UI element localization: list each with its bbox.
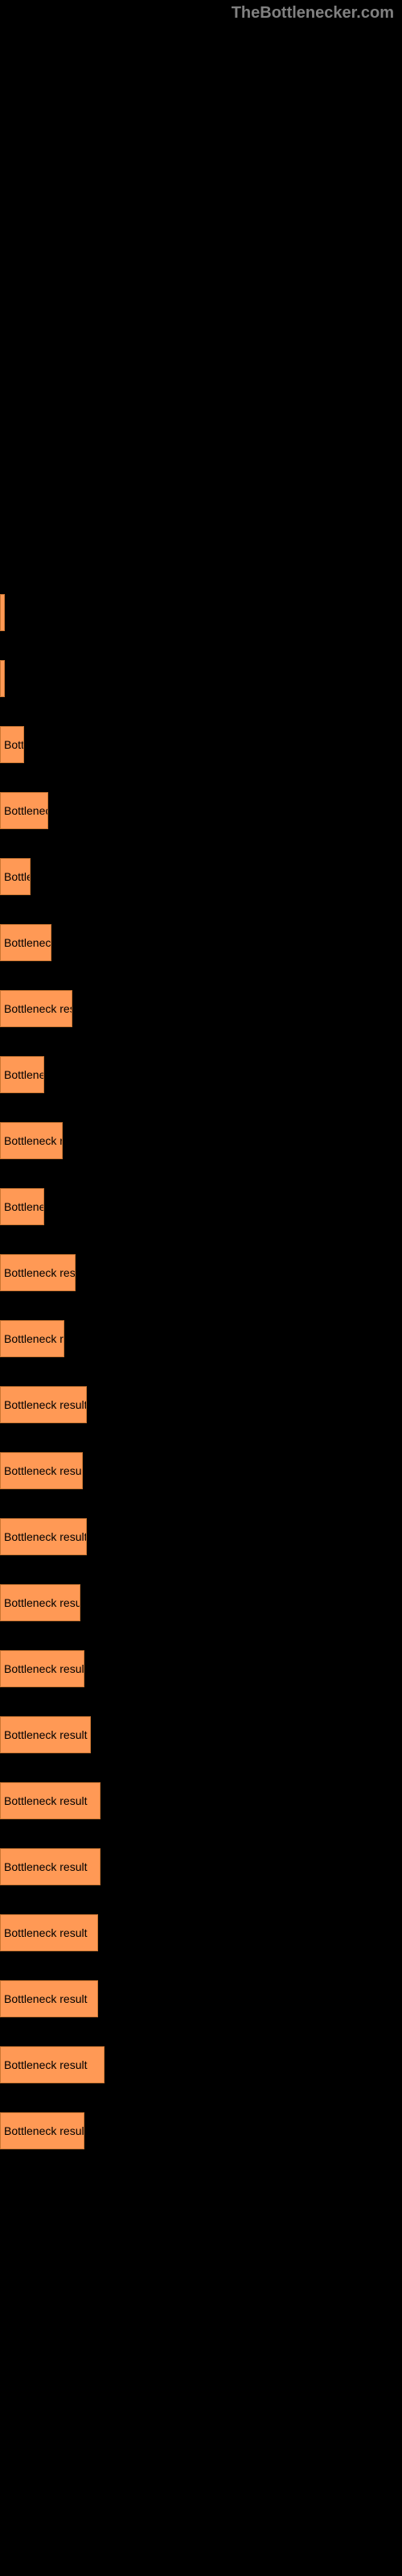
bar-label: Bottleneck result [4,2124,84,2137]
chart-bar: Bottlen [0,858,31,895]
bar-row: Bottleneck res [0,976,402,1042]
bar-label: Bottleneck result [4,1662,84,1675]
chart-bar: Bottleneck re [0,1122,63,1159]
bar-label: Bottleneck result [4,1398,87,1411]
chart-bar: Bottleneck result [0,1518,87,1555]
chart-bar: Bottleneck res [0,990,72,1027]
chart-bar: Bottleneck re [0,1320,64,1357]
bar-label: Bottleneck [4,804,48,817]
chart-bar [0,594,5,631]
bar-label: Bottleneck result [4,1794,88,1807]
bar-label: Bottleneck result [4,1596,80,1609]
chart-bar: Bottleneck result [0,1914,98,1951]
bar-chart: Bottl Bottleneck Bottlen Bottleneck r Bottle… [0,0,402,2196]
bar-label: Bottleneck r [4,936,51,949]
bar-label: Bottleneck result [4,1530,87,1543]
bar-row [0,646,402,712]
bar-row: Bottleneck [0,778,402,844]
bar-row: Bottleneck result [0,1966,402,2032]
chart-bar: Bottleneck result [0,1386,87,1423]
chart-bar: Bottleneck result [0,1848,100,1885]
bar-row: Bottleneck result [0,1438,402,1504]
chart-bar: Bottleneck [0,792,48,829]
bar-label: Bottleneck resu [4,1266,76,1279]
chart-bar [0,660,5,697]
bar-label: Bottleneck re [4,1332,64,1345]
bar-row: Bottleneck result [0,2098,402,2164]
bar-row: Bottleneck result [0,1636,402,1702]
bar-row: Bottleneck result [0,1372,402,1438]
chart-bar: Bottleneck result [0,1716,91,1753]
bar-row: Bottlen [0,844,402,910]
bar-row: Bottlenec [0,1174,402,1240]
bar-label: Bottleneck result [4,1728,88,1741]
bar-label: Bottlen [4,870,31,883]
chart-bar: Bottleneck result [0,1452,83,1489]
chart-bar: Bottleneck result [0,2046,105,2083]
bar-label: Bottleneck result [4,1860,88,1873]
bar-label: Bottleneck result [4,1992,88,2005]
bar-row: Bottleneck r [0,910,402,976]
chart-bar: Bottl [0,726,24,763]
chart-bar: Bottleneck result [0,1782,100,1819]
bar-row: Bottleneck re [0,1108,402,1174]
chart-bar: Bottlenec [0,1188,44,1225]
bar-row: Bottl [0,712,402,778]
bar-row: Bottleneck result [0,1504,402,1570]
bar-row: Bottleneck result [0,2032,402,2098]
chart-bar: Bottleneck result [0,1980,98,2017]
bar-row: Bottleneck re [0,1306,402,1372]
bar-row [0,580,402,646]
bar-label: Bottleneck result [4,1464,83,1477]
bar-row: Bottleneck result [0,1768,402,1834]
bar-row: Bottleneck [0,1042,402,1108]
bar-row: Bottleneck result [0,1900,402,1966]
bar-label: Bottleneck res [4,1002,72,1015]
chart-bar: Bottleneck result [0,2112,84,2149]
watermark-text: TheBottlenecker.com [232,4,394,23]
chart-bar: Bottleneck [0,1056,44,1093]
bar-row: Bottleneck result [0,1834,402,1900]
chart-bar: Bottleneck resu [0,1254,76,1291]
bar-label: Bottleneck [4,1068,44,1081]
bar-row: Bottleneck result [0,1570,402,1636]
bar-label: Bottleneck re [4,1134,63,1147]
chart-bar: Bottleneck result [0,1584,80,1621]
chart-bar: Bottleneck result [0,1650,84,1687]
chart-bar: Bottleneck r [0,924,51,961]
bar-row: Bottleneck result [0,1702,402,1768]
bar-label: Bottleneck result [4,2058,88,2071]
bar-label: Bottleneck result [4,1926,88,1939]
bar-label: Bottl [4,738,24,751]
bar-row: Bottleneck resu [0,1240,402,1306]
bar-label: Bottlenec [4,1200,44,1213]
